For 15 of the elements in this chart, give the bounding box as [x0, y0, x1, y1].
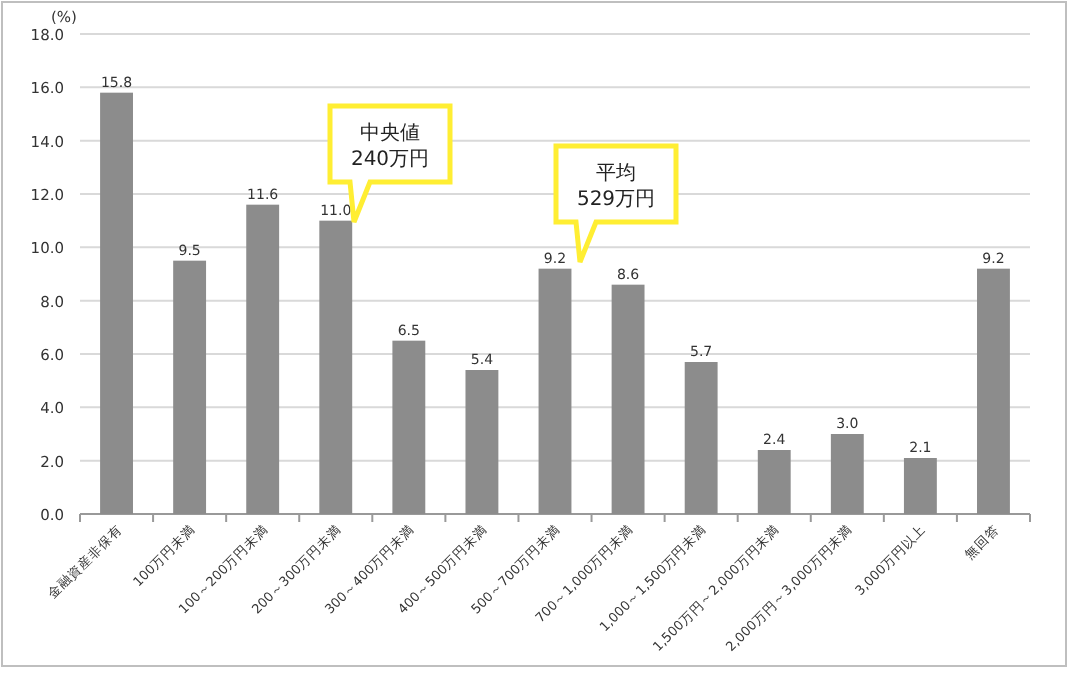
bar [173, 260, 207, 514]
bar [830, 434, 864, 514]
bar [392, 340, 426, 514]
bar [611, 284, 645, 514]
bar [757, 450, 791, 514]
bar [684, 362, 718, 514]
bar [465, 370, 499, 514]
bar [977, 268, 1010, 514]
bar [100, 92, 133, 514]
annotation: 平均 529万円 [576, 161, 656, 211]
bar [538, 268, 572, 514]
bar [319, 220, 353, 514]
bar [246, 204, 280, 514]
annotation: 中央値 240万円 [350, 121, 430, 171]
bar [903, 458, 937, 514]
